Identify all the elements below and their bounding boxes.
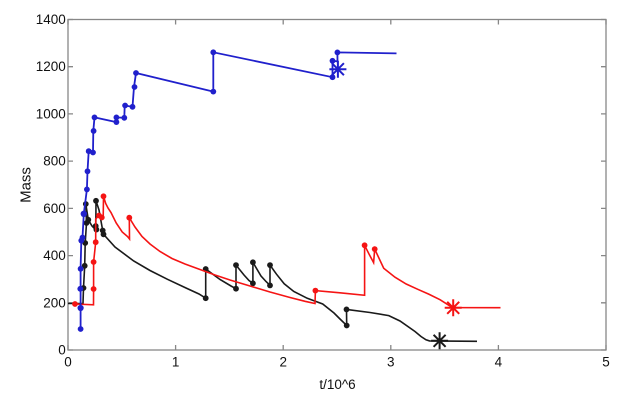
svg-text:5: 5 xyxy=(602,355,610,370)
svg-text:800: 800 xyxy=(43,154,66,169)
svg-text:3: 3 xyxy=(387,355,395,370)
svg-text:1: 1 xyxy=(172,355,180,370)
svg-text:1000: 1000 xyxy=(36,106,66,121)
svg-text:200: 200 xyxy=(43,295,66,310)
svg-text:1400: 1400 xyxy=(36,12,66,27)
svg-text:600: 600 xyxy=(43,201,66,216)
svg-text:2: 2 xyxy=(279,355,287,370)
svg-text:4: 4 xyxy=(495,355,503,370)
svg-text:0: 0 xyxy=(64,355,72,370)
svg-text:400: 400 xyxy=(43,248,66,263)
svg-text:0: 0 xyxy=(58,343,66,358)
svg-text:Mass: Mass xyxy=(18,167,35,203)
svg-text:1200: 1200 xyxy=(36,59,66,74)
svg-text:t/10^6: t/10^6 xyxy=(319,377,355,392)
